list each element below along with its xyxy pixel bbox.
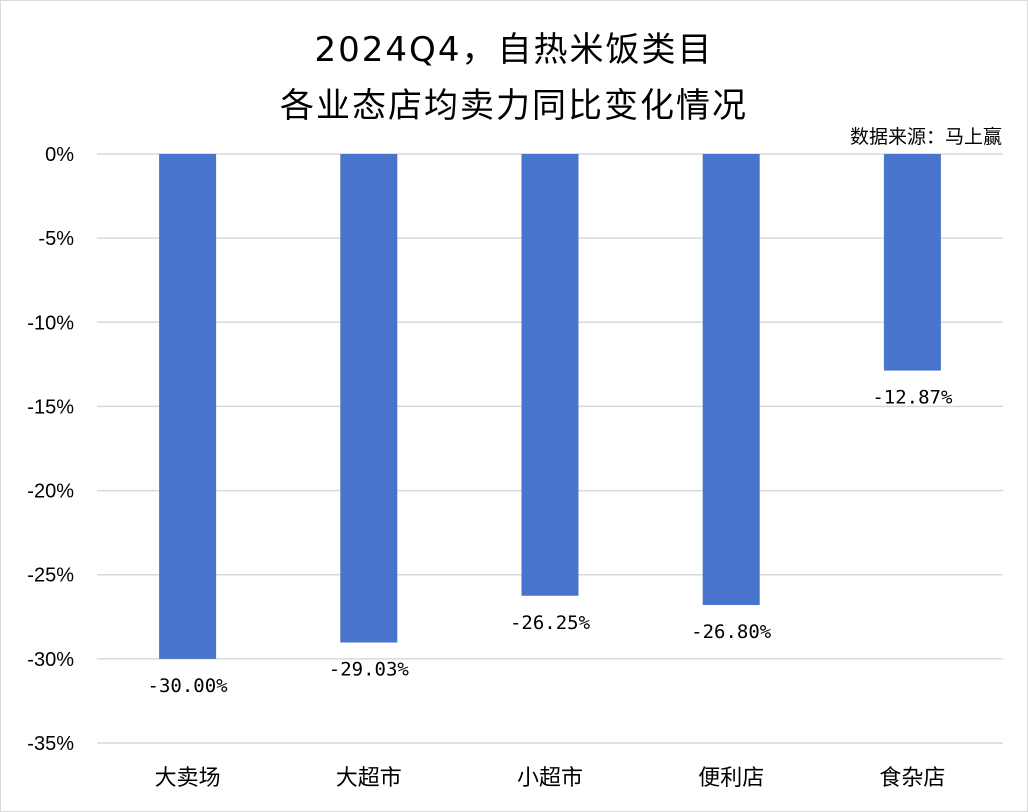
bar bbox=[883, 154, 941, 371]
x-category-label: 大卖场 bbox=[155, 766, 221, 791]
bar bbox=[521, 154, 579, 596]
chart-title-line2: 各业态店均卖力同比变化情况 bbox=[280, 86, 748, 126]
chart-title-line1: 2024Q4，自热米饭类目 bbox=[314, 30, 714, 70]
y-tick-label: -15% bbox=[27, 396, 74, 418]
data-label: -26.25% bbox=[510, 612, 591, 634]
data-label: -29.03% bbox=[329, 659, 410, 681]
bar bbox=[340, 154, 398, 643]
y-tick-label: -30% bbox=[27, 649, 74, 671]
data-label: -26.80% bbox=[691, 621, 772, 643]
data-label: -12.87% bbox=[872, 387, 953, 409]
bar bbox=[702, 154, 760, 606]
x-category-label: 大超市 bbox=[336, 766, 402, 791]
data-source-note: 数据来源：马上赢 bbox=[849, 126, 1002, 148]
y-tick-label: -10% bbox=[27, 312, 74, 334]
y-tick-label: -25% bbox=[27, 565, 74, 587]
data-label: -30.00% bbox=[148, 675, 229, 697]
x-category-label: 小超市 bbox=[517, 766, 583, 791]
y-tick-label: -35% bbox=[27, 733, 74, 755]
y-tick-label: -20% bbox=[27, 481, 74, 503]
y-tick-label: -5% bbox=[38, 228, 74, 250]
x-category-label: 便利店 bbox=[698, 766, 764, 791]
y-tick-label: 0% bbox=[45, 144, 74, 166]
bar bbox=[159, 154, 217, 659]
x-category-label: 食杂店 bbox=[879, 766, 945, 791]
